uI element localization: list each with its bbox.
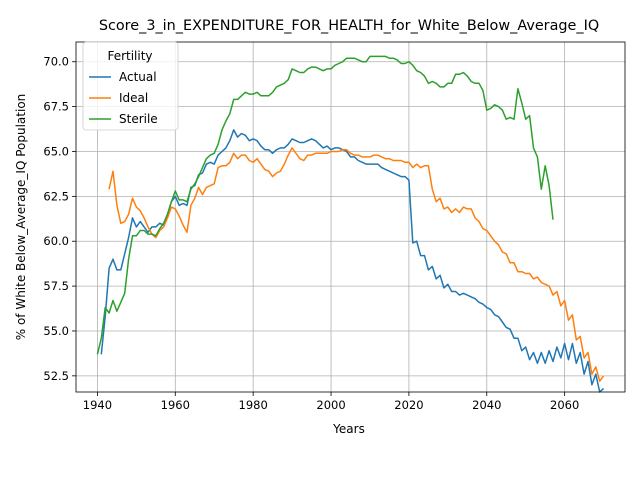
- x-axis-label: Years: [332, 422, 365, 436]
- legend-label-actual: Actual: [119, 70, 157, 84]
- y-tick-label: 57.5: [43, 279, 69, 293]
- x-tick-label: 1940: [83, 398, 112, 412]
- legend-title: Fertility: [107, 49, 152, 63]
- plot-frame: [75, 41, 626, 393]
- legend: Fertility Actual Ideal Sterile: [82, 41, 179, 131]
- series-line-actual: [100, 129, 605, 393]
- legend-label-sterile: Sterile: [119, 112, 158, 126]
- y-axis-ticks: 52.5 55.0 57.5 60.0 62.5 65.0 67.5 70.0: [43, 55, 76, 383]
- y-tick-label: 70.0: [43, 55, 69, 69]
- y-tick-label: 67.5: [43, 100, 69, 114]
- x-tick-label: 2060: [550, 398, 579, 412]
- y-tick-label: 60.0: [43, 234, 69, 248]
- series-line-ideal: [108, 147, 605, 382]
- x-axis-ticks: 1940 1960 1980 2000 2020 2040 2060: [83, 392, 579, 412]
- y-tick-label: 52.5: [43, 369, 69, 383]
- x-tick-label: 1980: [239, 398, 268, 412]
- chart-title: Score_3_in_EXPENDITURE_FOR_HEALTH_for_Wh…: [99, 18, 599, 34]
- legend-box: [82, 41, 179, 131]
- series-lines: [96, 55, 605, 393]
- series-line-sterile: [96, 55, 554, 355]
- y-axis-label: % of White Below_Average_IQ Population: [14, 94, 28, 341]
- legend-label-ideal: Ideal: [119, 91, 148, 105]
- x-tick-label: 1960: [161, 398, 190, 412]
- x-tick-label: 2000: [316, 398, 345, 412]
- y-tick-label: 62.5: [43, 189, 69, 203]
- x-tick-label: 2040: [472, 398, 501, 412]
- y-tick-label: 55.0: [43, 324, 69, 338]
- x-tick-label: 2020: [394, 398, 423, 412]
- grid: [76, 42, 625, 392]
- y-tick-label: 65.0: [43, 144, 69, 158]
